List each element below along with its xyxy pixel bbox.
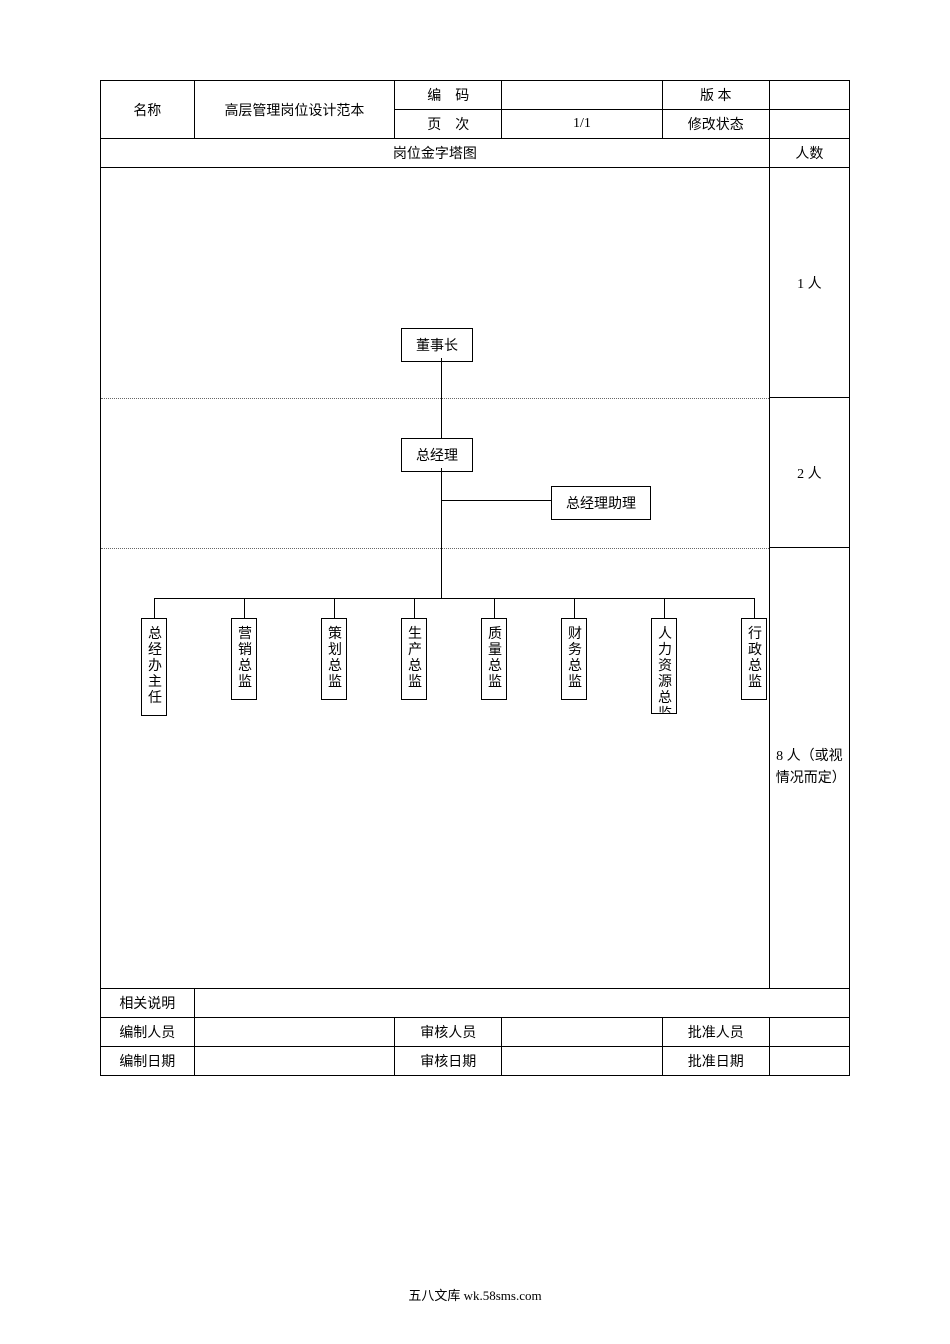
node-director-6: 人力资源总监 — [651, 618, 677, 714]
version-label: 版 本 — [662, 81, 769, 110]
page-value: 1/1 — [502, 110, 663, 139]
page-label: 页 次 — [395, 110, 502, 139]
connector — [441, 500, 551, 501]
level-separator-2 — [101, 548, 769, 549]
review-date-label: 审核日期 — [395, 1047, 502, 1076]
approver-value — [769, 1018, 849, 1047]
org-chart-diagram: 董事长 总经理 总经理助理 总经办主任 营销总监 策划总监 — [101, 168, 769, 988]
status-value — [769, 110, 849, 139]
level-separator-1 — [101, 398, 769, 399]
connector — [664, 598, 665, 618]
node-director-7: 行政总监 — [741, 618, 767, 700]
connector — [414, 598, 415, 618]
code-label: 编 码 — [395, 81, 502, 110]
level-count-2: 2 人 — [769, 398, 849, 548]
node-gm: 总经理 — [401, 438, 473, 472]
node-director-1: 营销总监 — [231, 618, 257, 700]
compiler-label: 编制人员 — [101, 1018, 195, 1047]
connector — [494, 598, 495, 618]
approve-date-label: 批准日期 — [662, 1047, 769, 1076]
document-table: 名称 高层管理岗位设计范本 编 码 版 本 页 次 1/1 修改状态 岗位金字塔… — [100, 80, 850, 1076]
doc-title: 高层管理岗位设计范本 — [194, 81, 395, 139]
level-count-1: 1 人 — [769, 168, 849, 398]
notes-label: 相关说明 — [101, 989, 195, 1018]
approve-date-value — [769, 1047, 849, 1076]
count-header: 人数 — [769, 139, 849, 168]
reviewer-value — [502, 1018, 663, 1047]
compile-date-label: 编制日期 — [101, 1047, 195, 1076]
node-chairman: 董事长 — [401, 328, 473, 362]
connector — [574, 598, 575, 618]
connector — [754, 598, 755, 618]
node-director-5: 财务总监 — [561, 618, 587, 700]
connector — [244, 598, 245, 618]
notes-value — [194, 989, 849, 1018]
reviewer-label: 审核人员 — [395, 1018, 502, 1047]
node-director-2: 策划总监 — [321, 618, 347, 700]
node-gm-assistant: 总经理助理 — [551, 486, 651, 520]
node-director-0: 总经办主任 — [141, 618, 167, 716]
approver-label: 批准人员 — [662, 1018, 769, 1047]
node-director-3: 生产总监 — [401, 618, 427, 700]
status-label: 修改状态 — [662, 110, 769, 139]
connector — [154, 598, 155, 618]
page-footer: 五八文库 wk.58sms.com — [0, 1285, 950, 1304]
node-director-4: 质量总监 — [481, 618, 507, 700]
review-date-value — [502, 1047, 663, 1076]
compiler-value — [194, 1018, 395, 1047]
level-count-3: 8 人（或视情况而定） — [769, 548, 849, 989]
connector — [334, 598, 335, 618]
connector — [441, 468, 442, 598]
version-value — [769, 81, 849, 110]
connector — [441, 358, 442, 438]
name-label: 名称 — [101, 81, 195, 139]
code-value — [502, 81, 663, 110]
pyramid-title: 岗位金字塔图 — [101, 139, 770, 168]
compile-date-value — [194, 1047, 395, 1076]
